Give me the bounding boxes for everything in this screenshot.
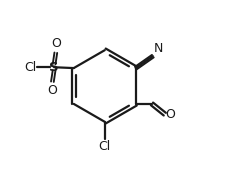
Text: Cl: Cl (24, 61, 36, 74)
Text: S: S (49, 61, 59, 74)
Text: O: O (51, 37, 60, 50)
Text: O: O (165, 108, 175, 121)
Text: N: N (153, 42, 162, 55)
Text: O: O (47, 84, 57, 97)
Text: Cl: Cl (98, 140, 110, 153)
